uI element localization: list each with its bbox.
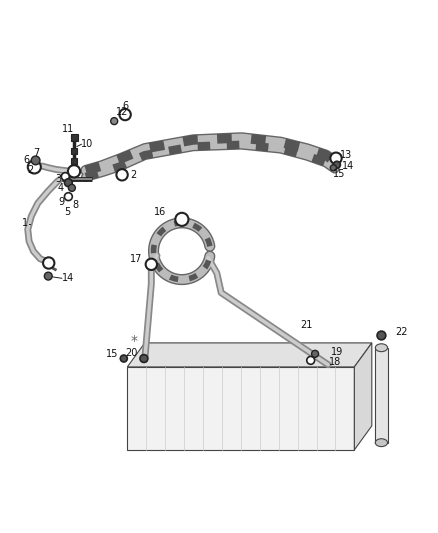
Polygon shape — [127, 343, 372, 367]
Text: 18: 18 — [328, 357, 341, 367]
Text: 5: 5 — [64, 207, 70, 217]
Text: 9: 9 — [59, 197, 65, 207]
Circle shape — [64, 193, 72, 200]
Text: 10: 10 — [81, 139, 93, 149]
Text: 2: 2 — [27, 165, 34, 175]
Circle shape — [117, 169, 128, 181]
Circle shape — [28, 160, 41, 174]
Circle shape — [120, 109, 131, 120]
Text: 7: 7 — [33, 148, 39, 158]
Ellipse shape — [375, 344, 388, 352]
Text: 22: 22 — [395, 327, 407, 337]
Text: 14: 14 — [342, 161, 354, 171]
Circle shape — [68, 184, 75, 191]
Ellipse shape — [375, 439, 388, 447]
Text: 1: 1 — [21, 218, 28, 228]
Circle shape — [140, 354, 148, 362]
Circle shape — [311, 350, 318, 357]
Circle shape — [31, 156, 40, 165]
Circle shape — [330, 152, 342, 164]
Text: 12: 12 — [116, 107, 128, 117]
Circle shape — [120, 355, 127, 362]
Polygon shape — [127, 367, 354, 450]
Text: 13: 13 — [339, 150, 352, 160]
Circle shape — [111, 118, 118, 125]
Circle shape — [64, 179, 72, 187]
Text: 15: 15 — [106, 349, 118, 359]
Text: 15: 15 — [333, 169, 345, 179]
Circle shape — [146, 259, 157, 270]
Text: 6: 6 — [23, 155, 29, 165]
Circle shape — [330, 165, 336, 171]
Text: 21: 21 — [300, 320, 312, 330]
Text: 2: 2 — [131, 170, 137, 180]
Text: 11: 11 — [62, 124, 74, 134]
Circle shape — [68, 165, 80, 177]
Bar — [71, 134, 78, 141]
Circle shape — [307, 357, 314, 364]
Circle shape — [44, 272, 52, 280]
Polygon shape — [354, 343, 372, 450]
Circle shape — [377, 331, 386, 340]
Circle shape — [333, 161, 340, 168]
Bar — [71, 148, 77, 154]
Text: *: * — [131, 334, 138, 348]
Circle shape — [61, 173, 69, 181]
Text: 16: 16 — [154, 207, 166, 217]
Text: 8: 8 — [73, 200, 79, 211]
Text: 14: 14 — [62, 273, 74, 283]
Text: 6: 6 — [122, 101, 128, 111]
Bar — [71, 158, 77, 164]
Circle shape — [175, 213, 188, 226]
Bar — [375, 348, 388, 443]
Text: 17: 17 — [130, 254, 142, 264]
Text: 20: 20 — [126, 348, 138, 358]
Text: 19: 19 — [331, 346, 343, 357]
Circle shape — [43, 257, 54, 269]
Text: 3: 3 — [55, 174, 61, 184]
Text: 4: 4 — [58, 183, 64, 193]
